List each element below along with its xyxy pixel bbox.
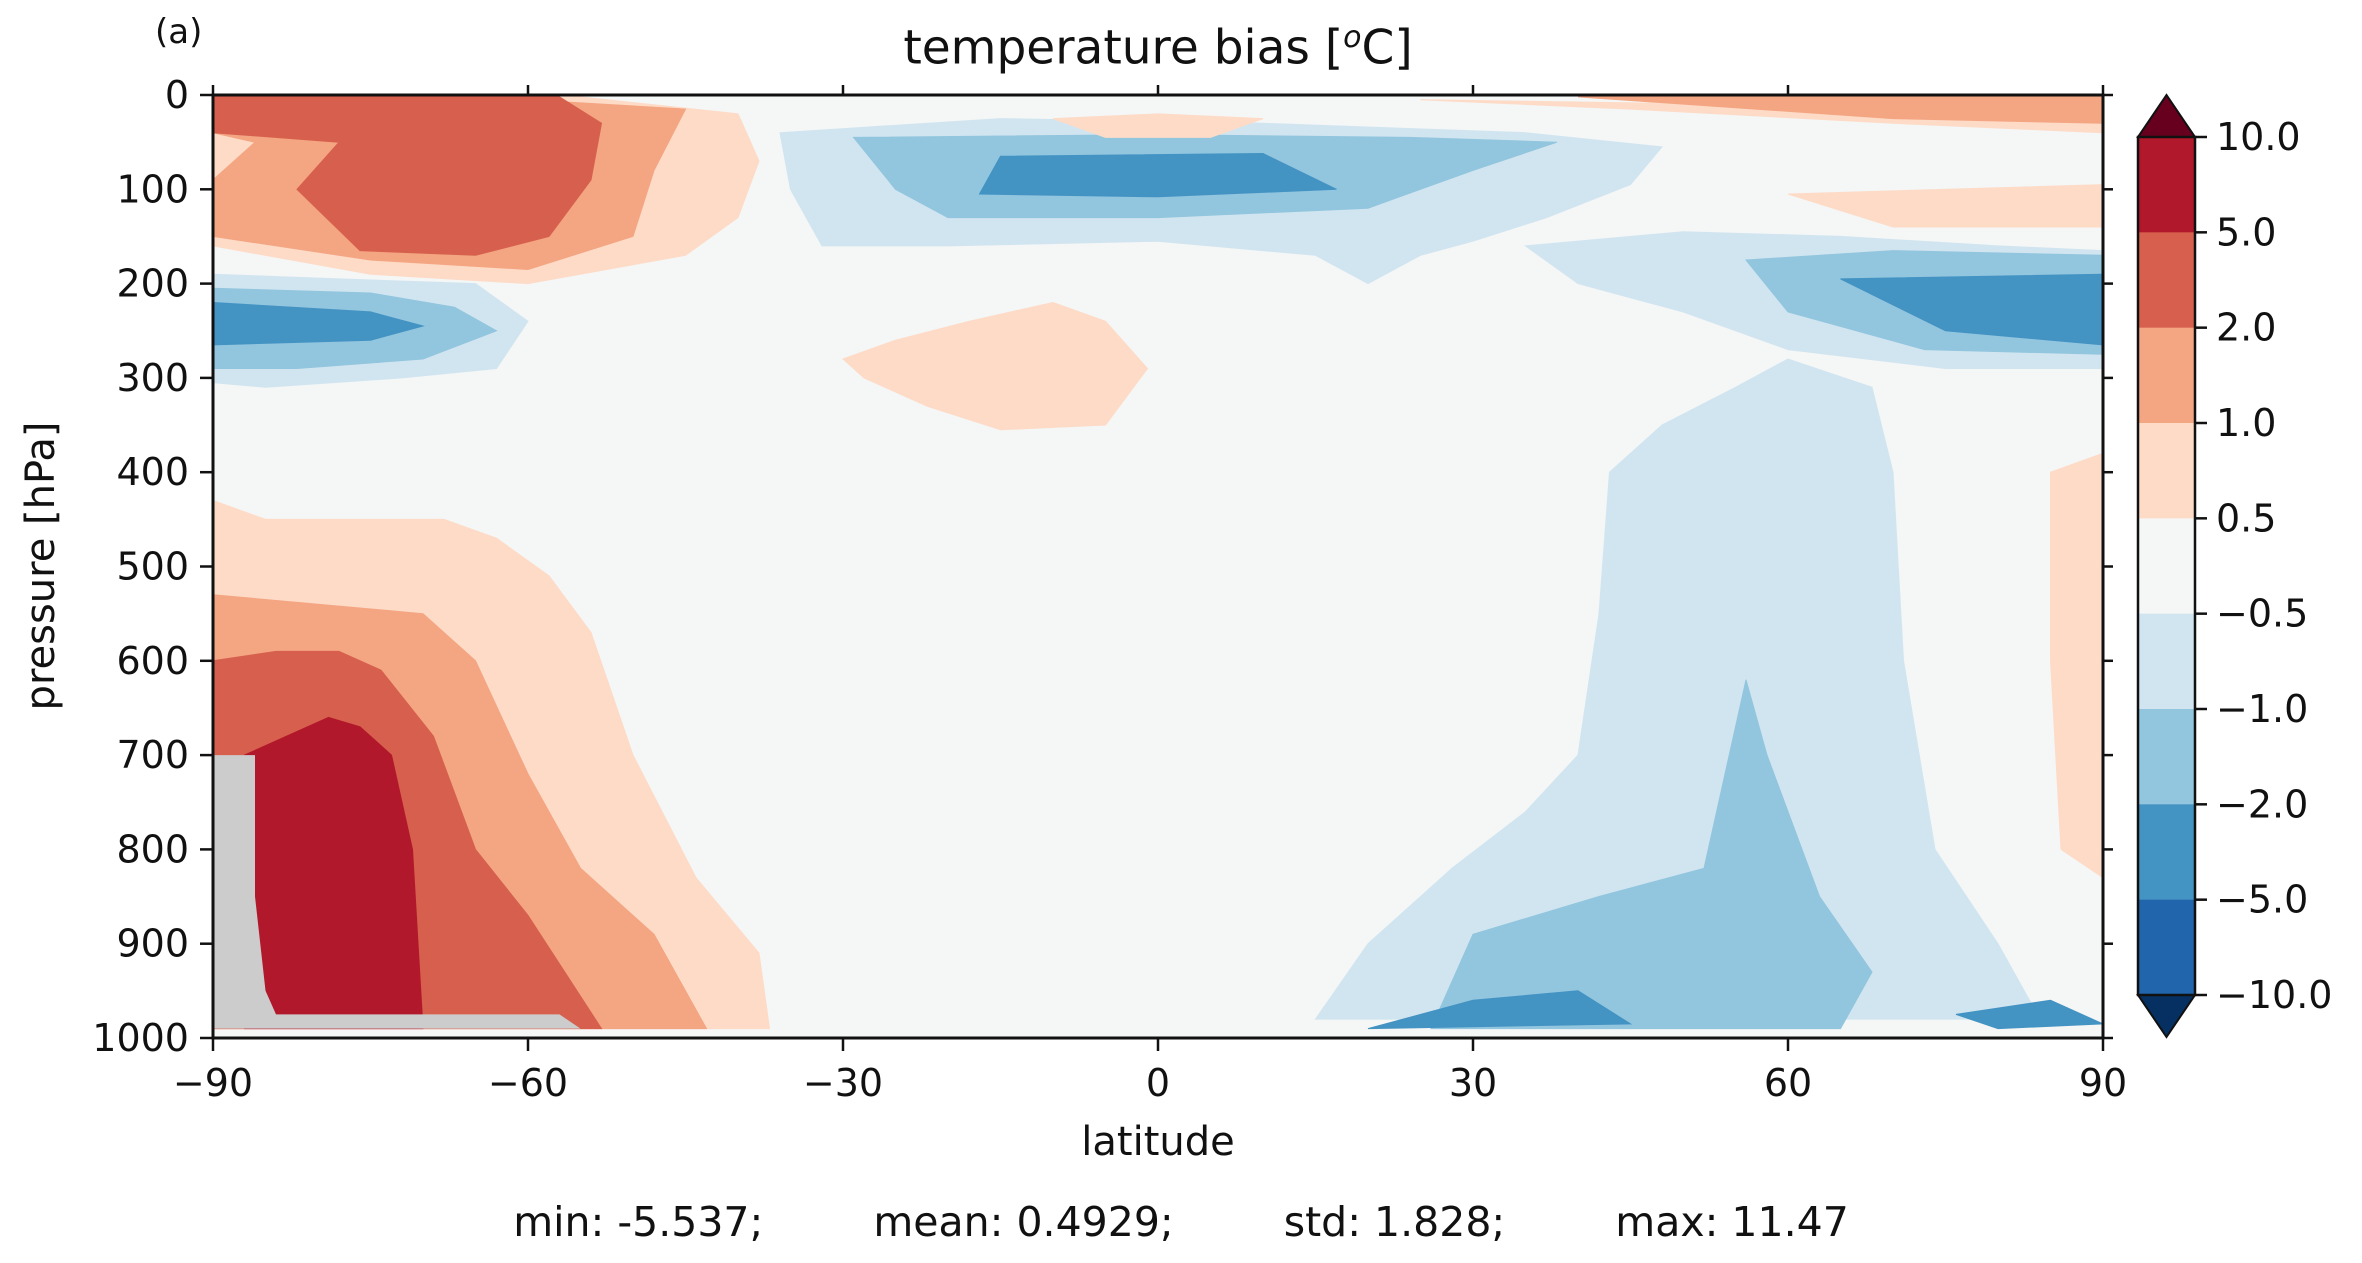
plot-area — [211, 93, 2105, 1040]
y-tick-label: 800 — [116, 827, 189, 871]
colorbar-extend-max — [2136, 93, 2197, 138]
contour-region-eq-strat-warm — [1052, 113, 1264, 138]
contour-region-nh-upper-cold-core — [1840, 273, 2103, 346]
chart-title-superscript: o — [1343, 20, 1362, 55]
colorbar-tick-label: −0.5 — [2216, 592, 2308, 636]
colorbar-tick-label: 0.5 — [2216, 496, 2276, 540]
contour-region-nh-lower-warm — [2050, 452, 2103, 879]
colorbar-tick-label: 1.0 — [2216, 401, 2276, 445]
y-axis-label: pressure [hPa] — [18, 422, 64, 711]
chart-title: temperature bias [oC] — [903, 20, 1412, 76]
colorbar-tick-label: 10.0 — [2216, 115, 2301, 159]
y-axis: 0 100 200 300 400 500 600 700 800 900 1000 — [92, 73, 2113, 1060]
y-tick-label: 200 — [116, 262, 189, 306]
y-tick-label: 500 — [116, 545, 189, 589]
colorbar-bin — [2138, 137, 2195, 233]
chart-title-unit: C] — [1361, 20, 1413, 76]
x-tick-label: 0 — [1146, 1061, 1170, 1105]
y-tick-label: 0 — [165, 73, 189, 117]
contour-region-tropical-upper-cold-core — [978, 152, 1337, 198]
y-tick-label: 400 — [116, 450, 189, 494]
colorbar-bin — [2138, 709, 2195, 805]
y-tick-label: 1000 — [92, 1016, 189, 1060]
colorbar-bin — [2138, 423, 2195, 519]
contour-region-tropical-mid-warm — [842, 301, 1149, 431]
colorbar-tick-label: −10.0 — [2216, 973, 2332, 1017]
contour-region-nh-column-cold-core — [1367, 990, 1633, 1030]
missing-data-region — [213, 755, 581, 1029]
colorbar-bin — [2138, 327, 2195, 424]
contour-region-nh-polar-cold-core — [1955, 999, 2103, 1030]
stat-mean: mean: 0.4929; — [873, 1198, 1174, 1246]
chart-title-text: temperature bias [ — [903, 20, 1344, 76]
contour-region-nh-column-cold-outer — [1314, 358, 2041, 1020]
x-tick-label: −30 — [803, 1061, 883, 1105]
x-axis: −90 −60 −30 0 30 60 90 — [173, 85, 2127, 1105]
colorbar-bin — [2138, 804, 2195, 901]
y-tick-label: 700 — [116, 733, 189, 777]
x-axis-label: latitude — [1081, 1119, 1234, 1165]
colorbar-bin — [2138, 899, 2195, 996]
y-tick-label: 300 — [116, 356, 189, 400]
x-tick-label: 60 — [1764, 1061, 1812, 1105]
panel-label: (a) — [155, 12, 203, 52]
x-tick-label: 90 — [2079, 1061, 2127, 1105]
x-tick-label: −60 — [488, 1061, 568, 1105]
colorbar-frame — [2136, 135, 2197, 997]
y-tick-label: 100 — [116, 167, 189, 211]
y-tick-label: 900 — [116, 922, 189, 966]
stat-max: max: 11.47 — [1615, 1198, 1849, 1246]
colorbar-bin — [2138, 518, 2195, 615]
stat-min: min: -5.537; — [513, 1198, 764, 1246]
contour-region-nh-column-cold-mid — [1430, 679, 1873, 1030]
colorbar-bin — [2138, 232, 2195, 329]
colorbar-tick-label: −2.0 — [2216, 782, 2308, 826]
y-tick-label: 600 — [116, 639, 189, 683]
colorbar-tick-label: −5.0 — [2216, 878, 2308, 922]
colorbar-bin — [2138, 613, 2195, 710]
contour-region-nh-upper-warm — [1787, 184, 2103, 228]
contour-region-sh-upper-warm-core — [213, 96, 603, 256]
colorbar-tick-label: −1.0 — [2216, 687, 2308, 731]
colorbar-tick-label: 2.0 — [2216, 306, 2276, 350]
x-tick-label: 30 — [1449, 1061, 1497, 1105]
colorbar-extend-min — [2136, 994, 2197, 1039]
contour-region-sh-upper-cold-core — [213, 301, 425, 346]
stat-std: std: 1.828; — [1283, 1198, 1506, 1246]
contour-layer — [213, 96, 2103, 1030]
stats-line: min: -5.537; mean: 0.4929; std: 1.828; max:… — [0, 1198, 2362, 1246]
colorbar-tick-label: 5.0 — [2216, 210, 2276, 254]
x-tick-label: −90 — [173, 1061, 253, 1105]
contour-region-nh-strat-warm-2 — [1577, 96, 2103, 124]
colorbar: 10.0 5.0 2.0 1.0 0.5 −0.5 −1.0 −2.0 −5.0 −10.0 — [2136, 93, 2332, 1039]
